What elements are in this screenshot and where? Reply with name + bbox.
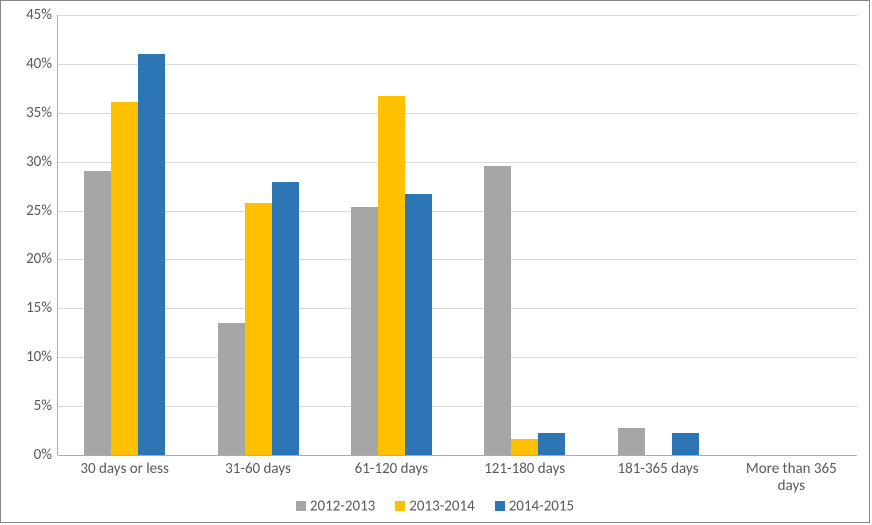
gridline (58, 308, 857, 309)
gridline (58, 64, 857, 65)
y-tick-label: 25% (26, 202, 58, 220)
bar (111, 102, 138, 455)
legend-item: 2012-2013 (296, 497, 375, 515)
legend-swatch (495, 501, 505, 511)
y-tick-label: 5% (34, 397, 58, 415)
y-tick-label: 10% (26, 348, 58, 366)
gridline (58, 357, 857, 358)
x-tick-label: 61-120 days (331, 455, 451, 478)
y-tick-label: 45% (26, 6, 58, 24)
gridline (58, 15, 857, 16)
y-tick-label: 20% (26, 250, 58, 268)
chart-frame: 0% 5% 10% 15% 20% 25% 30% 35% 40% 45% 30 days or l… (0, 0, 870, 523)
legend: 2012-2013 2013-2014 2014-2015 (1, 497, 869, 515)
legend-item: 2013-2014 (395, 497, 474, 515)
x-tick-label: 30 days or less (65, 455, 185, 478)
y-tick-label: 40% (26, 55, 58, 73)
bar (538, 433, 565, 455)
bar (484, 166, 511, 455)
legend-label: 2013-2014 (409, 497, 474, 515)
x-tick-label: More than 365 days (731, 455, 851, 496)
x-tick-label: 181-365 days (598, 455, 718, 478)
x-tick-label: 31-60 days (198, 455, 318, 478)
bar (218, 323, 245, 455)
bar (405, 194, 432, 455)
bar (618, 428, 645, 455)
legend-swatch (296, 501, 306, 511)
bar (138, 54, 165, 455)
bar (672, 433, 699, 455)
y-tick-label: 30% (26, 153, 58, 171)
bar (245, 203, 272, 455)
legend-label: 2012-2013 (310, 497, 375, 515)
bar (511, 439, 538, 455)
x-tick-label: 121-180 days (465, 455, 585, 478)
gridline (58, 259, 857, 260)
gridline (58, 162, 857, 163)
gridline (58, 211, 857, 212)
bar (378, 96, 405, 455)
bar (84, 171, 111, 455)
y-tick-label: 35% (26, 104, 58, 122)
gridline (58, 406, 857, 407)
y-tick-label: 15% (26, 299, 58, 317)
gridline (58, 113, 857, 114)
y-tick-label: 0% (34, 446, 58, 464)
plot-area: 0%5%10%15%20%25%30%35%40%45%30 days or l… (57, 15, 857, 455)
legend-swatch (395, 501, 405, 511)
bar (351, 207, 378, 455)
legend-label: 2014-2015 (509, 497, 574, 515)
legend-item: 2014-2015 (495, 497, 574, 515)
bar (272, 182, 299, 455)
